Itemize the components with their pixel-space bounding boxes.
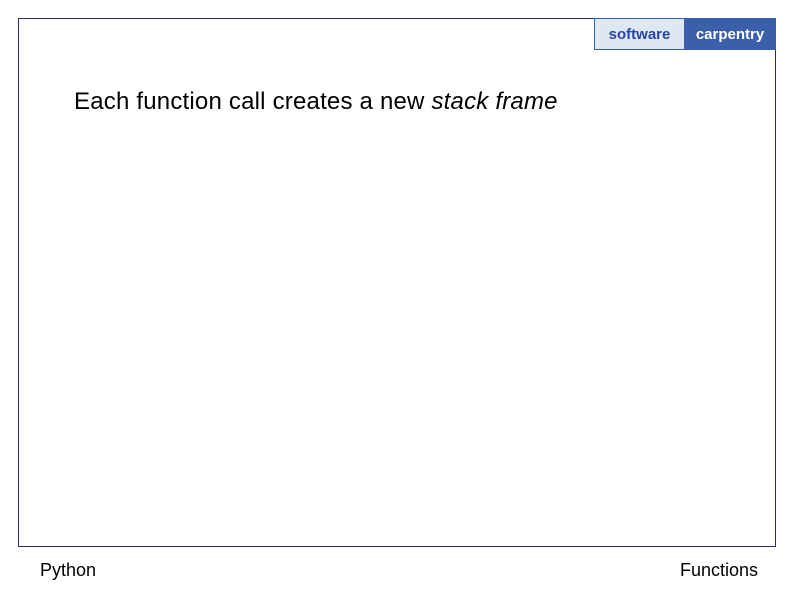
logo-left-text: software (609, 26, 671, 43)
footer-right-text: Functions (680, 560, 758, 581)
main-text-prefix: Each function call creates a new (74, 88, 431, 115)
logo-left-panel: software (595, 19, 685, 49)
footer-left-text: Python (40, 560, 96, 581)
main-text-italic: stack frame (431, 88, 557, 115)
slide-main-text: Each function call creates a new stack f… (74, 88, 558, 116)
logo-right-panel: carpentry (685, 19, 775, 49)
logo-right-text: carpentry (696, 26, 764, 43)
software-carpentry-logo: software carpentry (594, 18, 776, 50)
